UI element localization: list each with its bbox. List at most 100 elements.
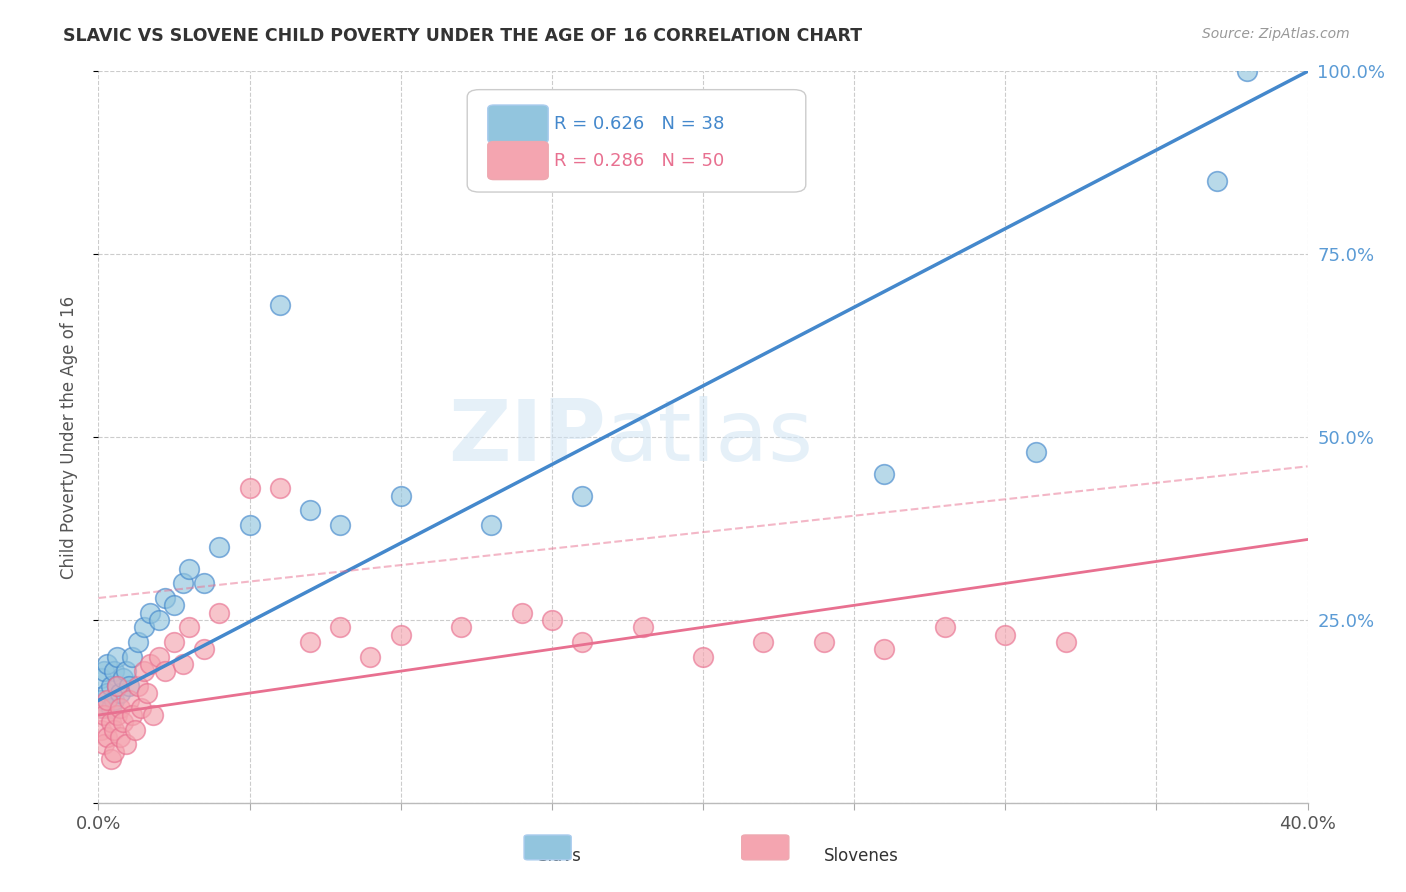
Point: [450, 620, 472, 634]
Point: [121, 649, 143, 664]
Point: [100, 679, 122, 693]
Point: [1206, 174, 1229, 188]
Point: [90, 723, 112, 737]
Point: [163, 599, 186, 613]
Point: [132, 620, 155, 634]
Point: [153, 591, 176, 605]
Point: [873, 467, 896, 481]
Point: [93, 737, 115, 751]
Point: [360, 649, 382, 664]
Point: [193, 642, 215, 657]
Text: Slavs: Slavs: [538, 847, 582, 864]
Point: [103, 723, 125, 737]
Point: [93, 664, 115, 678]
Point: [172, 657, 194, 671]
Point: [127, 679, 149, 693]
Point: [1024, 444, 1046, 458]
Point: [127, 635, 149, 649]
Point: [540, 613, 562, 627]
Point: [132, 664, 155, 678]
Point: [208, 606, 231, 620]
FancyBboxPatch shape: [524, 835, 571, 860]
Point: [299, 503, 322, 517]
Point: [93, 700, 115, 714]
Point: [389, 489, 412, 503]
Point: [193, 576, 215, 591]
Point: [179, 620, 201, 634]
Point: [105, 679, 128, 693]
Point: [692, 649, 714, 664]
Point: [1236, 64, 1258, 78]
Point: [124, 723, 146, 737]
Point: [389, 627, 412, 641]
Point: [105, 649, 128, 664]
Point: [105, 679, 128, 693]
Point: [105, 708, 128, 723]
Point: [239, 481, 262, 495]
Text: R = 0.626   N = 38: R = 0.626 N = 38: [554, 115, 724, 133]
Point: [111, 715, 134, 730]
Point: [111, 672, 134, 686]
Point: [96, 686, 118, 700]
Point: [329, 620, 352, 634]
FancyBboxPatch shape: [742, 835, 789, 860]
Point: [752, 635, 775, 649]
Y-axis label: Child Poverty Under the Age of 16: Child Poverty Under the Age of 16: [59, 295, 77, 579]
Point: [148, 649, 170, 664]
Point: [1054, 635, 1077, 649]
Point: [121, 708, 143, 723]
Point: [135, 686, 157, 700]
Point: [108, 730, 131, 744]
FancyBboxPatch shape: [488, 105, 548, 143]
Point: [118, 693, 141, 707]
Point: [139, 657, 162, 671]
Point: [813, 635, 835, 649]
Point: [269, 298, 291, 312]
Point: [148, 613, 170, 627]
FancyBboxPatch shape: [467, 90, 806, 192]
Point: [172, 576, 194, 591]
Point: [571, 489, 593, 503]
Point: [873, 642, 896, 657]
Point: [90, 693, 112, 707]
Point: [142, 708, 165, 723]
Point: [96, 657, 118, 671]
Text: Slovenes: Slovenes: [824, 847, 898, 864]
Point: [299, 635, 322, 649]
Point: [631, 620, 654, 634]
Point: [108, 686, 131, 700]
Point: [481, 517, 503, 532]
Point: [96, 730, 118, 744]
Point: [103, 664, 125, 678]
Point: [90, 700, 112, 714]
Point: [103, 693, 125, 707]
Point: [100, 715, 122, 730]
Point: [994, 627, 1017, 641]
Text: SLAVIC VS SLOVENE CHILD POVERTY UNDER THE AGE OF 16 CORRELATION CHART: SLAVIC VS SLOVENE CHILD POVERTY UNDER TH…: [63, 27, 862, 45]
Point: [329, 517, 352, 532]
Point: [510, 606, 533, 620]
Text: atlas: atlas: [606, 395, 814, 479]
Point: [239, 517, 262, 532]
Text: Source: ZipAtlas.com: Source: ZipAtlas.com: [1202, 27, 1350, 41]
Point: [96, 693, 118, 707]
Text: ZIP: ZIP: [449, 395, 606, 479]
Point: [571, 635, 593, 649]
Point: [118, 679, 141, 693]
Point: [139, 606, 162, 620]
FancyBboxPatch shape: [488, 142, 548, 179]
Point: [179, 562, 201, 576]
Point: [103, 745, 125, 759]
Point: [100, 700, 122, 714]
Point: [153, 664, 176, 678]
Point: [100, 752, 122, 766]
Point: [93, 708, 115, 723]
Point: [163, 635, 186, 649]
Point: [108, 700, 131, 714]
Point: [934, 620, 956, 634]
Point: [90, 672, 112, 686]
Point: [129, 700, 152, 714]
Point: [114, 664, 136, 678]
Text: R = 0.286   N = 50: R = 0.286 N = 50: [554, 152, 724, 169]
Point: [208, 540, 231, 554]
